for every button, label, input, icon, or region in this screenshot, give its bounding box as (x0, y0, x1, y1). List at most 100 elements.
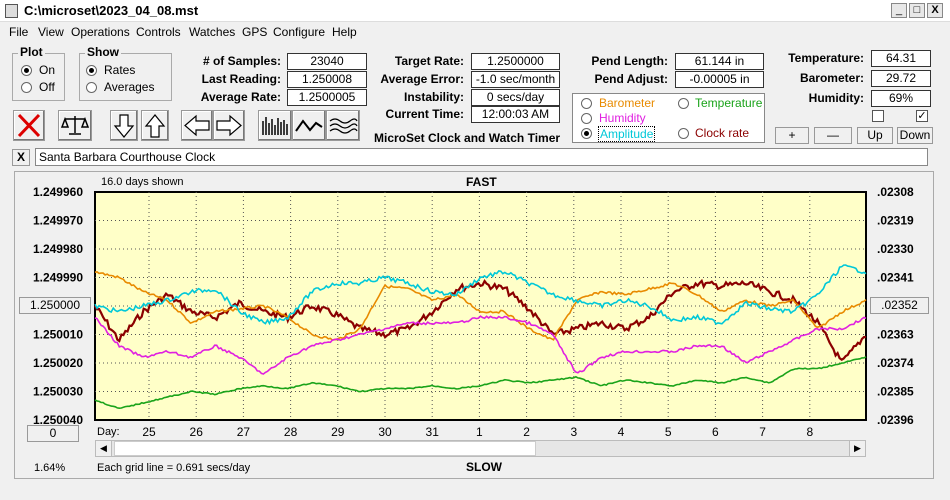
amplitude-radio[interactable] (581, 128, 592, 139)
x-tick-label: 26 (190, 425, 204, 439)
days-shown-label: 16.0 days shown (101, 176, 184, 188)
x-tick-label: 7 (759, 425, 766, 439)
current-time-label: Current Time: (385, 107, 464, 121)
down-button[interactable]: Down (897, 127, 933, 144)
balance-button[interactable] (58, 110, 92, 141)
temperature-radio[interactable] (678, 98, 689, 109)
temperature-value: 64.31 (871, 50, 931, 67)
average-rate-label: Average Rate: (200, 90, 281, 104)
plot-off-radio[interactable] (21, 82, 32, 93)
humidity-value: 69% (871, 90, 931, 107)
samples-label: # of Samples: (202, 54, 281, 68)
scrollbar-track[interactable] (114, 441, 536, 456)
last-reading-label: Last Reading: (201, 72, 281, 86)
pend-length-value[interactable]: 61.144 in (675, 53, 764, 70)
x-tick-label: 28 (284, 425, 298, 439)
plot-on-radio[interactable] (21, 65, 32, 76)
series-line (94, 264, 867, 326)
menu-gps[interactable]: GPS (242, 25, 268, 39)
plot-group: Plot On Off (12, 45, 65, 101)
multi-wave-icon (329, 118, 358, 134)
raw-plot-button[interactable] (258, 110, 292, 141)
minimize-button[interactable]: _ (891, 3, 907, 18)
percent-label: 1.64% (34, 462, 66, 474)
plus-button[interactable]: + (775, 127, 809, 144)
humidity-radio[interactable] (581, 113, 592, 124)
arrow-left-button[interactable] (181, 110, 213, 141)
instability-label: Instability: (403, 90, 464, 104)
y-tick-right: .02363 (877, 328, 914, 342)
left-rate-button[interactable]: 1.250000 (19, 297, 91, 314)
arrow-up-icon (144, 114, 166, 138)
y-tick-right: .02341 (877, 271, 914, 285)
show-group-title: Show (85, 45, 121, 59)
show-rates-label: Rates (104, 63, 136, 77)
stop-button[interactable] (13, 110, 45, 141)
menu-controls[interactable]: Controls (136, 25, 181, 39)
arrow-left-icon (184, 114, 210, 137)
last-reading-value: 1.250008 (287, 71, 367, 88)
barometer-value: 29.72 (871, 70, 931, 87)
barometer-label: Barometer: (799, 71, 864, 85)
x-tick-label: 31 (426, 425, 440, 439)
x-tick-label: 4 (618, 425, 625, 439)
menu-view[interactable]: View (38, 25, 64, 39)
clock-name-field[interactable]: Santa Barbara Courthouse Clock (35, 148, 928, 166)
balance-scale-icon (60, 116, 90, 135)
minus-button[interactable]: — (814, 127, 852, 144)
target-rate-value[interactable]: 1.2500000 (471, 53, 560, 70)
day-label: Day: (97, 426, 120, 438)
title-bar: C:\microset\2023_04_08.mst _ □ X (0, 0, 950, 22)
samples-value: 23040 (287, 53, 367, 70)
multi-plot-button[interactable] (326, 110, 360, 141)
menu-operations[interactable]: Operations (71, 25, 130, 39)
clear-name-button[interactable]: X (12, 149, 30, 166)
arrow-right-icon (216, 114, 242, 137)
humidity-option: Humidity (599, 111, 646, 125)
current-time-value: 12:00:03 AM (471, 106, 560, 123)
x-tick-label: 5 (665, 425, 672, 439)
y-tick-left: 1.250040 (33, 413, 83, 427)
clock-rate-radio[interactable] (678, 128, 689, 139)
scroll-right-icon[interactable]: ▶ (849, 441, 865, 456)
x-tick-label: 1 (476, 425, 483, 439)
menu-file[interactable]: File (9, 25, 29, 39)
x-tick-label: 29 (331, 425, 345, 439)
checkbox-2[interactable]: ✓ (916, 110, 928, 122)
horizontal-scrollbar[interactable]: ◀ ▶ (95, 440, 866, 457)
menu-help[interactable]: Help (332, 25, 357, 39)
clock-rate-option: Clock rate (695, 126, 750, 140)
x-tick-label: 6 (712, 425, 719, 439)
fast-label: FAST (466, 175, 497, 189)
pend-length-label: Pend Length: (591, 54, 668, 68)
x-tick-label: 8 (806, 425, 813, 439)
y-tick-right: .02308 (877, 185, 914, 199)
y-tick-left: 1.250030 (33, 385, 83, 399)
show-averages-radio[interactable] (86, 82, 97, 93)
right-amplitude-button[interactable]: .02352 (870, 297, 929, 314)
y-tick-left: 1.250010 (33, 328, 83, 342)
close-button[interactable]: X (927, 3, 943, 18)
arrow-down-button[interactable] (110, 110, 138, 141)
checkbox-1[interactable] (872, 110, 884, 122)
humidity-label: Humidity: (808, 91, 864, 105)
bar-plot-icon (262, 117, 288, 135)
menu-configure[interactable]: Configure (273, 25, 326, 39)
arrow-right-button[interactable] (213, 110, 245, 141)
scroll-left-icon[interactable]: ◀ (96, 441, 112, 456)
plot-group-title: Plot (18, 45, 45, 59)
red-x-icon (17, 113, 41, 138)
arrow-down-icon (113, 114, 135, 138)
zero-button[interactable]: 0 (27, 425, 79, 442)
smooth-plot-button[interactable] (292, 110, 326, 141)
y-tick-left: 1.249970 (33, 214, 83, 228)
up-button[interactable]: Up (857, 127, 893, 144)
menu-watches[interactable]: Watches (189, 25, 236, 39)
x-tick-label: 3 (570, 425, 577, 439)
slow-label: SLOW (466, 460, 502, 474)
show-rates-radio[interactable] (86, 65, 97, 76)
arrow-up-button[interactable] (141, 110, 169, 141)
maximize-button[interactable]: □ (909, 3, 925, 18)
barometer-radio[interactable] (581, 98, 592, 109)
average-error-label: Average Error: (380, 72, 464, 86)
